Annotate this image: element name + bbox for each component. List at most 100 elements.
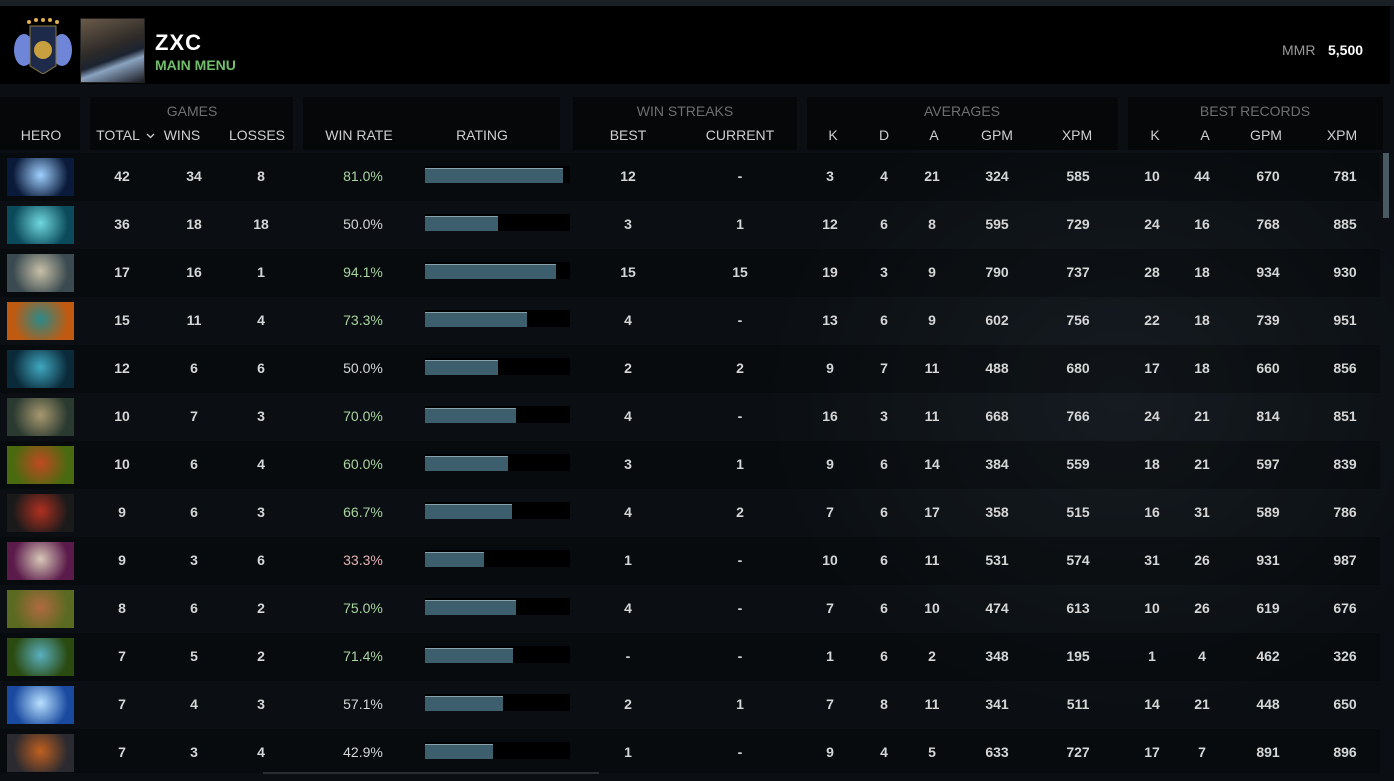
table-row[interactable]: 17 16 1 94.1% 15 15 19 3 9 790 737 28 18 934 930 xyxy=(0,249,1380,297)
cell-bgpm: 670 xyxy=(1256,168,1280,184)
hero-portrait[interactable] xyxy=(7,446,74,484)
cell-current: - xyxy=(737,744,743,760)
cell-wins: 18 xyxy=(186,216,202,232)
table-row[interactable]: 8 6 2 75.0% 4 - 7 6 10 474 613 10 26 619 676 xyxy=(0,585,1380,633)
cell-win-rate: 50.0% xyxy=(343,360,383,376)
horizontal-scrollbar[interactable] xyxy=(263,772,599,774)
cell-bxpm: 786 xyxy=(1333,504,1357,520)
rating-bar-fill xyxy=(425,456,508,471)
col-total[interactable]: TOTAL xyxy=(96,127,140,143)
col-hero[interactable]: HERO xyxy=(20,127,62,143)
col-best-xpm[interactable]: XPM xyxy=(1326,127,1358,143)
avatar[interactable] xyxy=(80,18,145,83)
hero-portrait[interactable] xyxy=(7,158,74,196)
cell-losses: 3 xyxy=(257,504,265,520)
hero-portrait[interactable] xyxy=(7,398,74,436)
cell-a: 11 xyxy=(924,360,940,376)
hero-portrait[interactable] xyxy=(7,542,74,580)
table-row[interactable]: 10 7 3 70.0% 4 - 16 3 11 668 766 24 21 814 851 xyxy=(0,393,1380,441)
table-row[interactable]: 7 3 4 42.9% 1 - 9 4 5 633 727 17 7 891 896 xyxy=(0,729,1380,773)
rating-bar-fill xyxy=(425,360,498,375)
col-avg-a[interactable]: A xyxy=(929,127,939,143)
rating-bar xyxy=(425,166,570,183)
col-best-gpm[interactable]: GPM xyxy=(1250,127,1282,143)
cell-bxpm: 676 xyxy=(1333,600,1357,616)
cell-d: 3 xyxy=(880,264,888,280)
cell-current: - xyxy=(737,648,743,664)
col-current-streak[interactable]: CURRENT xyxy=(705,127,775,143)
cell-win-rate: 57.1% xyxy=(343,696,383,712)
cell-gpm: 595 xyxy=(985,216,1009,232)
cell-ba: 4 xyxy=(1198,648,1206,664)
col-avg-k[interactable]: K xyxy=(828,127,838,143)
cell-ba: 18 xyxy=(1194,264,1210,280)
col-best-k[interactable]: K xyxy=(1150,127,1160,143)
cell-xpm: 727 xyxy=(1066,744,1090,760)
cell-gpm: 602 xyxy=(985,312,1009,328)
hero-portrait[interactable] xyxy=(7,734,74,772)
col-avg-xpm[interactable]: XPM xyxy=(1061,127,1093,143)
col-wins[interactable]: WINS xyxy=(163,127,201,143)
rating-bar-fill xyxy=(425,600,517,615)
table-row[interactable]: 10 6 4 60.0% 3 1 9 6 14 384 559 18 21 597 839 xyxy=(0,441,1380,489)
cell-xpm: 756 xyxy=(1066,312,1090,328)
hero-portrait[interactable] xyxy=(7,302,74,340)
cell-wins: 6 xyxy=(190,360,198,376)
col-best-a[interactable]: A xyxy=(1200,127,1210,143)
cell-losses: 18 xyxy=(253,216,269,232)
cell-ba: 21 xyxy=(1194,456,1210,472)
mmr-label: MMR xyxy=(1282,42,1316,58)
table-row[interactable]: 12 6 6 50.0% 2 2 9 7 11 488 680 17 18 660 856 xyxy=(0,345,1380,393)
cell-bk: 1 xyxy=(1148,648,1156,664)
cell-bgpm: 589 xyxy=(1256,504,1280,520)
cell-ba: 44 xyxy=(1194,168,1210,184)
col-avg-d[interactable]: D xyxy=(878,127,890,143)
col-win-rate[interactable]: WIN RATE xyxy=(325,127,393,143)
cell-best: 1 xyxy=(624,744,632,760)
table-row[interactable]: 9 3 6 33.3% 1 - 10 6 11 531 574 31 26 931 987 xyxy=(0,537,1380,585)
cell-d: 6 xyxy=(880,216,888,232)
cell-losses: 8 xyxy=(257,168,265,184)
cell-bgpm: 814 xyxy=(1256,408,1280,424)
col-avg-gpm[interactable]: GPM xyxy=(981,127,1013,143)
table-row[interactable]: 7 4 3 57.1% 2 1 7 8 11 341 511 14 21 448 650 xyxy=(0,681,1380,729)
table-row[interactable]: 7 5 2 71.4% - - 1 6 2 348 195 1 4 462 326 xyxy=(0,633,1380,681)
rating-bar-fill xyxy=(425,264,556,279)
cell-d: 3 xyxy=(880,408,888,424)
mmr-value: 5,500 xyxy=(1328,42,1364,58)
cell-total: 7 xyxy=(118,648,126,664)
cell-bgpm: 768 xyxy=(1256,216,1280,232)
col-best-streak[interactable]: BEST xyxy=(609,127,647,143)
table-row[interactable]: 42 34 8 81.0% 12-3 4 21 324 585 10 44 670 781 xyxy=(0,153,1380,201)
col-rating[interactable]: RATING xyxy=(456,127,508,143)
hero-portrait[interactable] xyxy=(7,590,74,628)
cell-ba: 7 xyxy=(1198,744,1206,760)
col-losses[interactable]: LOSSES xyxy=(228,127,286,143)
cell-bk: 16 xyxy=(1144,504,1160,520)
hero-portrait[interactable] xyxy=(7,206,74,244)
hero-portrait[interactable] xyxy=(7,638,74,676)
hero-portrait[interactable] xyxy=(7,350,74,388)
cell-xpm: 737 xyxy=(1066,264,1090,280)
cell-a: 9 xyxy=(928,312,936,328)
hero-portrait[interactable] xyxy=(7,686,74,724)
table-row[interactable]: 15 11 4 73.3% 4 - 13 6 9 602 756 22 18 739 951 xyxy=(0,297,1380,345)
cell-bgpm: 934 xyxy=(1256,264,1280,280)
cell-ba: 18 xyxy=(1194,360,1210,376)
cell-gpm: 341 xyxy=(985,696,1009,712)
chevron-down-icon[interactable] xyxy=(146,133,155,139)
table-row[interactable]: 36 18 18 50.0% 3 1 12 6 8 595 729 24 16 768 885 xyxy=(0,201,1380,249)
cell-best: 2 xyxy=(624,360,632,376)
cell-k: 16 xyxy=(822,408,838,424)
cell-gpm: 488 xyxy=(985,360,1009,376)
vertical-scrollbar[interactable] xyxy=(1383,153,1389,218)
cell-a: 11 xyxy=(924,696,940,712)
hero-portrait[interactable] xyxy=(7,254,74,292)
hero-portrait[interactable] xyxy=(7,494,74,532)
background-art xyxy=(700,150,1394,770)
cell-bk: 24 xyxy=(1144,216,1160,232)
rating-bar-fill xyxy=(425,168,563,183)
table-row[interactable]: 9 6 3 66.7% 4 2 7 6 17 358 515 16 31 589 786 xyxy=(0,489,1380,537)
cell-d: 6 xyxy=(880,504,888,520)
cell-bk: 17 xyxy=(1144,360,1160,376)
